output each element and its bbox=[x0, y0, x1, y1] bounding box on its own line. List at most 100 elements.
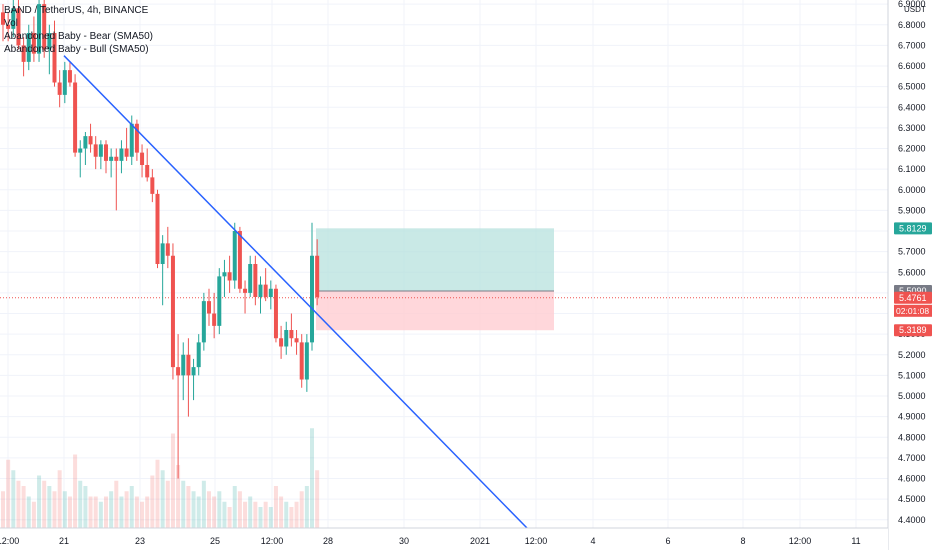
candle[interactable] bbox=[52, 20, 57, 87]
candle[interactable] bbox=[109, 148, 114, 178]
price-tick-label: 5.6000 bbox=[898, 267, 926, 277]
candle[interactable] bbox=[150, 169, 155, 203]
price-tick-label: 5.0000 bbox=[898, 391, 926, 401]
candle-body bbox=[181, 354, 186, 376]
candle[interactable] bbox=[304, 334, 309, 392]
candle[interactable] bbox=[253, 255, 258, 306]
volume-bar bbox=[11, 470, 16, 528]
candle[interactable] bbox=[268, 280, 273, 310]
candle[interactable] bbox=[196, 334, 201, 376]
candle[interactable] bbox=[165, 226, 170, 269]
candle[interactable] bbox=[37, 0, 42, 62]
price-tick-label: 6.3000 bbox=[898, 123, 926, 133]
candle[interactable] bbox=[315, 239, 320, 306]
candle[interactable] bbox=[155, 189, 160, 269]
candle[interactable] bbox=[124, 127, 129, 161]
candle[interactable] bbox=[78, 140, 83, 178]
candle-body bbox=[134, 123, 139, 153]
candle-body bbox=[212, 313, 217, 326]
volume-bar bbox=[253, 501, 258, 528]
legend-symbol: BAND / TetherUS, 4h, BINANCE bbox=[4, 5, 149, 16]
candle[interactable] bbox=[201, 292, 206, 351]
candle[interactable] bbox=[258, 276, 263, 314]
candle-body bbox=[26, 33, 31, 62]
candle[interactable] bbox=[57, 70, 62, 108]
price-tick-label: 4.4000 bbox=[898, 515, 926, 525]
candle[interactable] bbox=[299, 334, 304, 388]
price-tick-label: 6.6000 bbox=[898, 61, 926, 71]
candle[interactable] bbox=[73, 74, 78, 157]
candle[interactable] bbox=[140, 144, 145, 178]
price-tick-label: 4.5000 bbox=[898, 494, 926, 504]
candle[interactable] bbox=[145, 148, 150, 182]
candle[interactable] bbox=[273, 284, 278, 343]
volume-bar bbox=[299, 491, 304, 528]
volume-bar bbox=[227, 507, 232, 528]
candle-body bbox=[201, 301, 206, 343]
candle[interactable] bbox=[181, 342, 186, 401]
time-axis[interactable]: 12:00 21 23 25 12:00 28 30 2021 12:00 4 6 8 12:00 11 bbox=[0, 527, 888, 550]
candle[interactable] bbox=[62, 61, 67, 104]
candle[interactable] bbox=[191, 358, 196, 401]
candle[interactable] bbox=[248, 255, 253, 297]
candle[interactable] bbox=[104, 140, 108, 174]
price-tick-label: 4.8000 bbox=[898, 432, 926, 442]
time-tick-label: 12:00 bbox=[525, 536, 548, 546]
volume-bar bbox=[181, 480, 186, 528]
candle[interactable] bbox=[284, 321, 289, 355]
target-zone[interactable] bbox=[316, 228, 554, 292]
price-axis[interactable]: 6.9000 6.8000 6.7000 6.6000 6.5000 6.4000 6.30… bbox=[887, 0, 932, 550]
candle[interactable] bbox=[42, 0, 47, 58]
candle[interactable] bbox=[47, 24, 52, 75]
candle-body bbox=[78, 148, 83, 153]
stop-zone[interactable] bbox=[316, 291, 554, 331]
candle[interactable] bbox=[1, 4, 5, 42]
candle[interactable] bbox=[88, 123, 93, 153]
volume-bar bbox=[98, 501, 103, 528]
candle[interactable] bbox=[31, 16, 36, 62]
candle[interactable] bbox=[83, 132, 88, 165]
candle[interactable] bbox=[232, 222, 237, 289]
candle[interactable] bbox=[134, 119, 139, 161]
candle[interactable] bbox=[310, 222, 314, 351]
candle[interactable] bbox=[6, 12, 11, 42]
volume-bar bbox=[273, 486, 278, 528]
candle-body bbox=[253, 264, 258, 297]
candle[interactable] bbox=[98, 140, 103, 170]
candle[interactable] bbox=[222, 259, 227, 297]
candle[interactable] bbox=[263, 268, 268, 302]
volume-bar bbox=[47, 486, 52, 528]
candle[interactable] bbox=[207, 288, 211, 326]
candle[interactable] bbox=[186, 338, 191, 417]
candle[interactable] bbox=[212, 292, 217, 339]
candle[interactable] bbox=[294, 330, 299, 355]
candle[interactable] bbox=[237, 226, 242, 293]
candle-body bbox=[73, 82, 78, 153]
candle[interactable] bbox=[21, 37, 26, 77]
candle[interactable] bbox=[289, 313, 294, 347]
candle[interactable] bbox=[11, 0, 16, 38]
candle-body bbox=[237, 231, 242, 289]
candle[interactable] bbox=[170, 243, 175, 380]
candle[interactable] bbox=[67, 61, 72, 87]
candle[interactable] bbox=[119, 140, 124, 174]
candle[interactable] bbox=[26, 24, 31, 71]
candle-body bbox=[284, 330, 289, 347]
candle[interactable] bbox=[217, 268, 222, 335]
price-tick-label: 5.2000 bbox=[898, 350, 926, 360]
candle[interactable] bbox=[176, 334, 181, 479]
candle-body bbox=[37, 4, 42, 54]
trendline[interactable] bbox=[63, 55, 528, 529]
candle[interactable] bbox=[227, 255, 232, 293]
volume-bar bbox=[26, 496, 31, 528]
candle-body bbox=[145, 165, 150, 178]
candle[interactable] bbox=[160, 235, 165, 306]
candle[interactable] bbox=[243, 280, 248, 314]
candle[interactable] bbox=[16, 0, 21, 50]
candle[interactable] bbox=[93, 136, 98, 170]
volume-bar bbox=[310, 428, 314, 528]
candle[interactable] bbox=[114, 148, 119, 211]
candle[interactable] bbox=[279, 325, 284, 359]
volume-bar bbox=[145, 496, 150, 528]
